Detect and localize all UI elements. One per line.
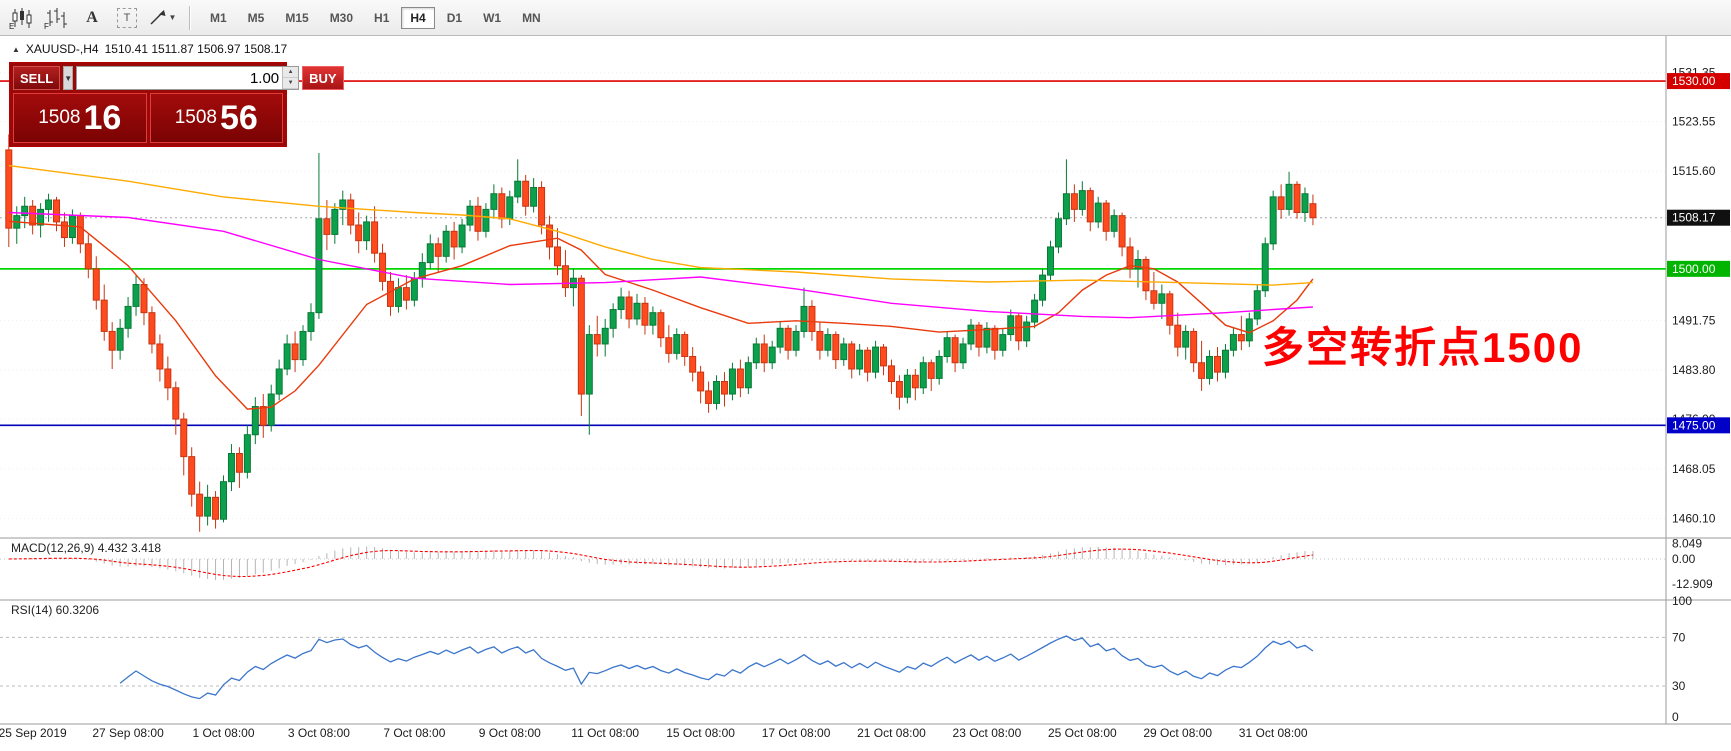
svg-text:1500.00: 1500.00 xyxy=(1672,262,1716,276)
sell-button[interactable]: SELL xyxy=(13,66,61,90)
badge-f: F xyxy=(44,21,49,31)
svg-text:1460.10: 1460.10 xyxy=(1672,512,1716,526)
symbol-period-label: XAUUSD-,H4 xyxy=(25,42,99,56)
badge-e: E xyxy=(9,21,15,31)
svg-text:29 Oct 08:00: 29 Oct 08:00 xyxy=(1143,726,1212,740)
svg-text:11 Oct 08:00: 11 Oct 08:00 xyxy=(571,726,639,740)
text-box-icon: T xyxy=(117,7,137,28)
svg-text:8.049: 8.049 xyxy=(1672,536,1702,550)
lot-dropdown-button[interactable]: ▼ xyxy=(63,66,74,90)
svg-text:21 Oct 08:00: 21 Oct 08:00 xyxy=(857,726,926,740)
svg-text:31 Oct 08:00: 31 Oct 08:00 xyxy=(1239,726,1308,740)
sell-price-pips: 16 xyxy=(83,99,122,137)
svg-text:1483.80: 1483.80 xyxy=(1672,363,1716,377)
svg-text:23 Oct 08:00: 23 Oct 08:00 xyxy=(953,726,1022,740)
sell-price-display[interactable]: 1508 16 xyxy=(13,93,147,143)
candlestick-chart-tool-button[interactable]: E xyxy=(6,4,38,32)
lot-spinner: ▲ ▼ xyxy=(282,67,299,89)
rsi-panel: 100 70 30 0 xyxy=(0,594,1692,724)
svg-text:1523.55: 1523.55 xyxy=(1672,114,1716,128)
trade-controls-row: SELL ▼ ▲ ▼ BUY xyxy=(13,66,344,90)
svg-text:1530.00: 1530.00 xyxy=(1672,74,1716,88)
svg-text:1468.05: 1468.05 xyxy=(1672,462,1716,476)
svg-text:1475.00: 1475.00 xyxy=(1672,418,1716,432)
price-axis: 1531.351523.551515.601491.751483.801476.… xyxy=(1667,66,1730,526)
macd-signal-line xyxy=(8,548,1313,578)
lot-size-field: ▲ ▼ xyxy=(76,66,300,90)
timeframe-w1-button[interactable]: W1 xyxy=(474,7,510,29)
candlestick-chart-icon xyxy=(12,7,32,28)
price-tag-1475.00 xyxy=(1667,417,1730,434)
one-click-collapse-icon[interactable]: ▲ xyxy=(12,44,20,54)
timeframe-mn-button[interactable]: MN xyxy=(513,7,550,29)
svg-text:1491.75: 1491.75 xyxy=(1672,313,1716,327)
svg-text:27 Sep 08:00: 27 Sep 08:00 xyxy=(92,726,164,740)
ma-line-slow-orange xyxy=(8,164,1313,286)
one-click-trading-panel: SELL ▼ ▲ ▼ BUY 1508 16 1508 56 xyxy=(9,62,344,147)
ohlc-values-label: 1510.41 1511.87 1506.97 1508.17 xyxy=(104,42,288,56)
text-box-tool-button[interactable]: T xyxy=(111,4,143,32)
timeframe-h1-button[interactable]: H1 xyxy=(365,7,398,29)
ma-line-mid-magenta xyxy=(8,211,1313,319)
trendline-arrow-icon xyxy=(150,9,166,25)
sell-price-main: 1508 xyxy=(38,107,81,128)
svg-text:7 Oct 08:00: 7 Oct 08:00 xyxy=(383,726,445,740)
svg-text:100: 100 xyxy=(1672,594,1692,608)
timeframe-m5-button[interactable]: M5 xyxy=(239,7,274,29)
macd-label: MACD(12,26,9) 4.432 3.418 xyxy=(11,541,162,555)
bar-chart-icon xyxy=(47,7,67,28)
text-tool-icon: A xyxy=(86,8,98,26)
macd-panel: 8.049 0.00 -12.909 xyxy=(0,536,1713,591)
toolbar-separator xyxy=(189,5,190,30)
lot-decrease-button[interactable]: ▼ xyxy=(283,78,299,89)
lot-increase-button[interactable]: ▲ xyxy=(283,67,299,78)
svg-text:25 Sep 2019: 25 Sep 2019 xyxy=(0,726,67,740)
svg-text:70: 70 xyxy=(1672,630,1686,644)
svg-text:0.00: 0.00 xyxy=(1672,552,1696,566)
buy-price-main: 1508 xyxy=(174,107,217,128)
svg-text:1 Oct 08:00: 1 Oct 08:00 xyxy=(192,726,254,740)
lot-size-input[interactable] xyxy=(77,67,283,89)
svg-text:17 Oct 08:00: 17 Oct 08:00 xyxy=(762,726,831,740)
buy-button[interactable]: BUY xyxy=(302,66,344,90)
svg-text:30: 30 xyxy=(1672,679,1686,693)
caret-down-icon: ▼ xyxy=(168,13,177,22)
svg-text:-12.909: -12.909 xyxy=(1672,577,1713,591)
svg-text:15 Oct 08:00: 15 Oct 08:00 xyxy=(666,726,735,740)
svg-text:9 Oct 08:00: 9 Oct 08:00 xyxy=(479,726,541,740)
text-label-tool-button[interactable]: A xyxy=(76,4,108,32)
buy-price-pips: 56 xyxy=(219,99,258,137)
svg-text:3 Oct 08:00: 3 Oct 08:00 xyxy=(288,726,350,740)
main-toolbar: E F A T ▼ M1 M5 M15 M30 H1 H4 D1 W1 MN xyxy=(0,0,1731,36)
trendline-tool-button[interactable]: ▼ xyxy=(146,4,178,32)
timeframe-m15-button[interactable]: M15 xyxy=(276,7,317,29)
price-tag-1508.17 xyxy=(1667,209,1730,226)
timeframe-m1-button[interactable]: M1 xyxy=(201,7,236,29)
price-tag-1530.00 xyxy=(1667,73,1730,90)
price-tag-1500.00 xyxy=(1667,260,1730,277)
rsi-line xyxy=(119,635,1314,700)
time-axis: 25 Sep 2019 27 Sep 08:00 1 Oct 08:00 3 Oct … xyxy=(0,726,1308,740)
svg-text:0: 0 xyxy=(1672,710,1679,724)
timeframe-m30-button[interactable]: M30 xyxy=(321,7,362,29)
bar-chart-tool-button[interactable]: F xyxy=(41,4,73,32)
candlestick-series xyxy=(5,134,1317,532)
timeframe-d1-button[interactable]: D1 xyxy=(438,7,471,29)
timeframe-h4-button[interactable]: H4 xyxy=(401,6,435,29)
trade-prices-row: 1508 16 1508 56 xyxy=(13,93,283,143)
svg-text:25 Oct 08:00: 25 Oct 08:00 xyxy=(1048,726,1117,740)
chart-annotation: 多空转折点1500 xyxy=(1262,324,1584,371)
rsi-label: RSI(14) 60.3206 xyxy=(11,603,100,617)
chart-symbol-header: ▲ XAUUSD-,H4 1510.41 1511.87 1506.97 150… xyxy=(12,42,287,56)
svg-text:1508.17: 1508.17 xyxy=(1672,211,1716,225)
buy-price-display[interactable]: 1508 56 xyxy=(149,93,283,143)
svg-text:1515.60: 1515.60 xyxy=(1672,164,1716,178)
